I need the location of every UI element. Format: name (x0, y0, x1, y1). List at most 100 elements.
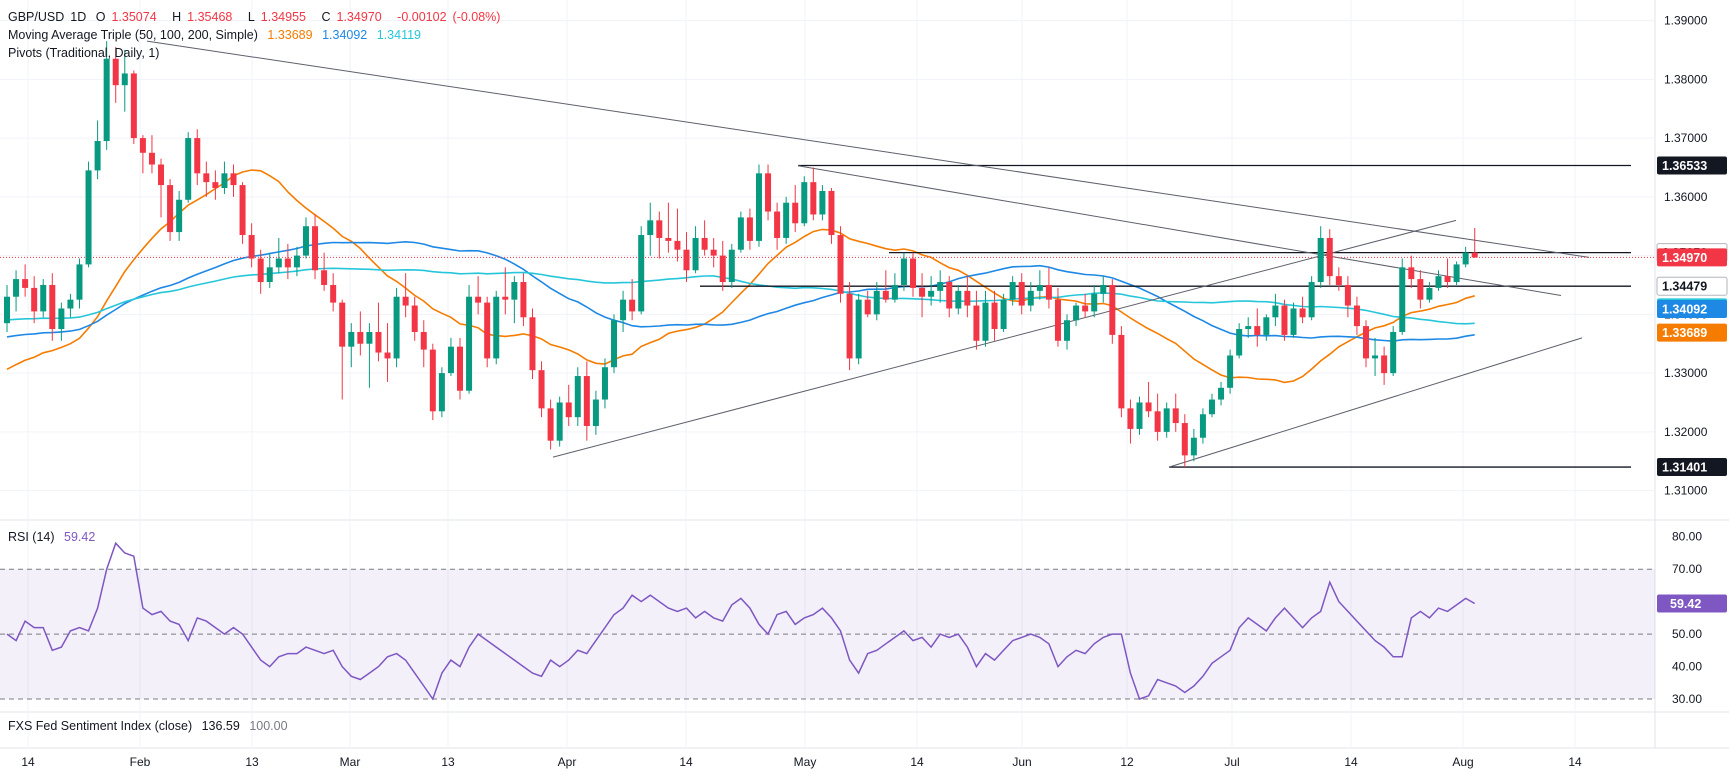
candle-body (964, 290, 971, 306)
candle-body (692, 237, 699, 271)
candle-body (1372, 355, 1379, 359)
candle-body (1435, 276, 1442, 288)
candle-body (13, 279, 20, 297)
candle-body (447, 346, 454, 374)
candle-body (22, 279, 29, 288)
candle-body (520, 282, 527, 318)
trend-line (1168, 337, 1583, 468)
candle-body (746, 217, 753, 241)
candle-body (1363, 326, 1369, 359)
candle-body (248, 235, 255, 259)
candle-body (130, 73, 137, 139)
time-tick-label: 13 (245, 755, 259, 769)
fxs-value2: 100.00 (249, 719, 288, 733)
price-axis[interactable]: 1.310001.320001.330001.340001.350001.360… (1656, 14, 1728, 706)
candle-body (257, 258, 264, 283)
candle-body (547, 408, 554, 441)
candle-body (611, 320, 618, 368)
candle-body (429, 349, 436, 412)
candle-body (49, 284, 56, 330)
candle-body (620, 299, 627, 321)
candle-body (638, 235, 645, 312)
candle-body (194, 138, 201, 174)
candle-body (239, 185, 246, 236)
candle-body (1417, 279, 1424, 300)
candle-body (1326, 237, 1333, 277)
candle-body (1118, 334, 1125, 409)
candle-body (1082, 305, 1089, 312)
candle-body (556, 402, 563, 441)
time-tick-label: May (794, 755, 817, 769)
price-label-box (1657, 299, 1727, 318)
rsi-legend[interactable]: RSI (14) 59.42 (8, 530, 101, 544)
candle-body (846, 293, 853, 359)
price-label: 1.36533 (1662, 159, 1707, 173)
rsi-tick-label: 40.00 (1672, 660, 1702, 674)
candle-body (900, 258, 907, 285)
rsi-line (6, 541, 1476, 701)
price-tick-label: 1.39000 (1664, 14, 1708, 28)
candle-body (991, 302, 998, 330)
price-tick-label: 1.33000 (1664, 366, 1708, 380)
candle-body (864, 299, 871, 315)
rsi-legend-value: 59.42 (64, 530, 96, 544)
rsi-tick-label: 70.00 (1672, 562, 1702, 576)
ma100-value: 1.34092 (322, 28, 368, 42)
candle-body (511, 282, 518, 300)
c-label: C (321, 10, 331, 24)
candle-body (755, 173, 762, 241)
candle-body (1000, 299, 1007, 330)
candle-body (266, 267, 273, 283)
candle-body (167, 185, 174, 233)
candle-body (1172, 408, 1179, 424)
candle-body (85, 170, 92, 265)
candle-body (1127, 408, 1134, 429)
time-tick-label: Mar (340, 755, 361, 769)
symbol-label[interactable]: GBP/USD (8, 10, 65, 24)
close-value: 1.34970 (336, 10, 382, 24)
candle-body (293, 255, 300, 268)
trend-line (797, 165, 1562, 297)
price-label: 1.34970 (1662, 251, 1707, 265)
ma-legend[interactable]: Moving Average Triple (50, 100, 200, Sim… (8, 28, 427, 42)
pivots-legend[interactable]: Pivots (Traditional, Daily, 1) (8, 46, 165, 60)
candle-body (1317, 237, 1324, 283)
candle-body (873, 290, 880, 315)
candle-body (1109, 284, 1116, 335)
time-tick-label: 14 (1568, 755, 1582, 769)
open-value: 1.35074 (111, 10, 157, 24)
candle-body (302, 226, 309, 256)
candle-body (955, 290, 962, 309)
candle-body (837, 235, 844, 294)
time-axis[interactable]: 14 Feb 13 Mar 13 Apr 14 May 14 Jun 12 Jul 14 Aug 14 (21, 755, 1582, 769)
candle-body (783, 202, 790, 238)
fxs-legend[interactable]: FXS Fed Sentiment Index (close) 136.59 1… (8, 719, 294, 733)
candle-body (1390, 331, 1397, 374)
ma200-line (6, 267, 1475, 325)
candle-body (411, 305, 418, 332)
candle-body (1462, 252, 1469, 265)
candle-body (420, 331, 427, 350)
candle-body (212, 182, 219, 189)
candle-body (1408, 267, 1415, 280)
candle-body (1218, 387, 1225, 400)
candle-body (112, 58, 119, 86)
price-tick-label: 1.32000 (1664, 425, 1708, 439)
change-pct: (-0.08%) (452, 10, 501, 24)
time-tick-label: 14 (1344, 755, 1358, 769)
candle-body (275, 258, 282, 268)
low-value: 1.34955 (260, 10, 306, 24)
ma200-value: 1.34119 (376, 28, 422, 42)
candle-body (1227, 355, 1234, 388)
candle-body (1208, 399, 1215, 415)
candle-body (330, 284, 337, 303)
candle-body (94, 141, 101, 171)
price-tick-label: 1.36000 (1664, 190, 1708, 204)
candle-body (1308, 282, 1315, 318)
candle-body (937, 282, 944, 291)
candle-body (882, 290, 889, 300)
candle-body (710, 249, 717, 256)
drawing-lines[interactable] (0, 40, 1655, 468)
candle-body (148, 152, 155, 165)
